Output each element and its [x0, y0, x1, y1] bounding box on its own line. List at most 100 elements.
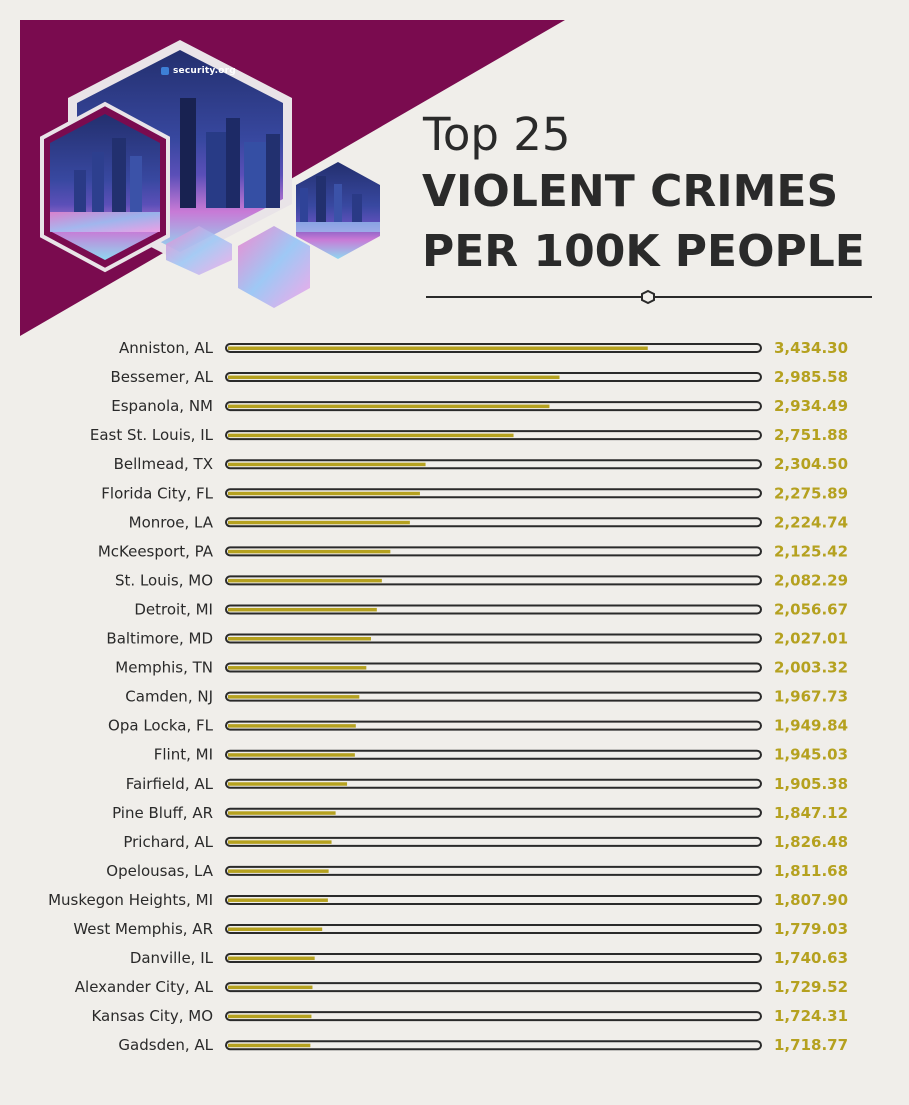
bar-row: Fairfield, AL 1,905.38 [126, 775, 848, 793]
value-label: 1,967.73 [774, 688, 848, 706]
bar [228, 375, 560, 380]
bar-row: St. Louis, MO 2,082.29 [115, 571, 848, 589]
light-trails-hexagon-small [166, 226, 232, 275]
category-label: Baltimore, MD [106, 630, 213, 648]
bar [228, 724, 356, 728]
bar-track [225, 372, 762, 383]
bar [228, 433, 514, 438]
category-label: Flint, MI [154, 746, 213, 764]
bar-row: Gadsden, AL 1,718.77 [118, 1036, 848, 1054]
category-label: Monroe, LA [129, 513, 214, 531]
bar-row: Pine Bluff, AR 1,847.12 [112, 804, 848, 822]
value-label: 1,729.52 [774, 978, 848, 996]
bar [228, 840, 332, 844]
bar-row: Bessemer, AL 2,985.58 [110, 368, 848, 386]
bar-track [225, 778, 762, 789]
bar [228, 782, 348, 786]
category-label: Opelousas, LA [106, 862, 213, 880]
bar-track [225, 749, 762, 760]
bar-row: Bellmead, TX 2,304.50 [114, 455, 848, 473]
bar [228, 1014, 312, 1019]
bar [228, 404, 550, 409]
bar-track [225, 691, 762, 702]
divider-hexagon-icon [641, 289, 655, 305]
bar [228, 578, 382, 583]
category-label: Fairfield, AL [126, 775, 214, 793]
bar [228, 898, 328, 902]
value-label: 1,807.90 [774, 891, 848, 909]
value-label: 2,224.74 [774, 513, 848, 531]
bar [228, 927, 323, 931]
title-divider [426, 289, 872, 305]
bar-track [225, 575, 762, 586]
category-label: St. Louis, MO [115, 571, 213, 589]
value-label: 2,056.67 [774, 600, 848, 618]
bar-track [225, 401, 762, 412]
bar-row: West Memphis, AR 1,779.03 [73, 920, 848, 938]
bar-track [225, 953, 762, 964]
category-label: Florida City, FL [101, 484, 213, 502]
bar-track [225, 865, 762, 876]
value-label: 2,082.29 [774, 571, 848, 589]
page-title-line1: VIOLENT CRIMES [422, 166, 839, 217]
category-label: East St. Louis, IL [90, 426, 214, 444]
bar-track [225, 807, 762, 818]
bar-track [225, 517, 762, 528]
category-label: Kansas City, MO [91, 1007, 213, 1025]
value-label: 2,027.01 [774, 630, 848, 648]
bar-track [225, 459, 762, 470]
bar-row: Anniston, AL 3,434.30 [119, 339, 848, 357]
bar-track [225, 343, 762, 353]
bar [228, 956, 315, 961]
bar-track [225, 633, 762, 644]
bar-track [225, 604, 762, 615]
bar [228, 549, 391, 554]
category-label: Alexander City, AL [75, 978, 214, 996]
value-label: 2,125.42 [774, 542, 848, 560]
bar [228, 637, 371, 641]
bar [228, 666, 367, 670]
value-label: 1,718.77 [774, 1036, 848, 1054]
bar-row: Danville, IL 1,740.63 [130, 949, 848, 967]
category-label: Prichard, AL [123, 833, 213, 851]
security-org-logo-icon [161, 67, 169, 75]
value-label: 1,949.84 [774, 717, 848, 735]
bar-track [225, 546, 762, 557]
value-label: 1,811.68 [774, 862, 848, 880]
city-photo-hexagon-left [40, 101, 170, 273]
value-label: 2,751.88 [774, 426, 848, 444]
category-label: Memphis, TN [115, 659, 213, 677]
value-label: 1,826.48 [774, 833, 848, 851]
bar-row: Baltimore, MD 2,027.01 [106, 630, 848, 648]
value-label: 1,779.03 [774, 920, 848, 938]
value-label: 2,003.32 [774, 659, 848, 677]
bar [228, 985, 313, 990]
category-label: Camden, NJ [125, 688, 213, 706]
bar-track [225, 720, 762, 731]
bar [228, 491, 420, 496]
bar-track [225, 1011, 762, 1022]
bar-track [225, 982, 762, 993]
bar [228, 520, 410, 525]
category-label: Muskegon Heights, MI [48, 891, 213, 909]
bar [228, 1043, 311, 1048]
category-label: McKeesport, PA [98, 542, 214, 560]
bar-track [225, 1040, 762, 1051]
bar-track [225, 662, 762, 673]
page-title-top: Top 25 [423, 108, 571, 161]
bar-track [225, 488, 762, 499]
security-org-logo: security.org [173, 66, 236, 76]
category-label: Danville, IL [130, 949, 214, 967]
category-label: Bessemer, AL [110, 368, 213, 386]
value-label: 1,724.31 [774, 1007, 848, 1025]
bar-track [225, 430, 762, 441]
category-label: Anniston, AL [119, 339, 214, 357]
bar-track [225, 894, 762, 905]
value-label: 1,740.63 [774, 949, 848, 967]
value-label: 1,945.03 [774, 746, 848, 764]
bar [228, 811, 336, 815]
bar-row: McKeesport, PA 2,125.42 [98, 542, 848, 560]
bar-track [225, 924, 762, 934]
bar-row: Espanola, NM 2,934.49 [111, 397, 848, 415]
